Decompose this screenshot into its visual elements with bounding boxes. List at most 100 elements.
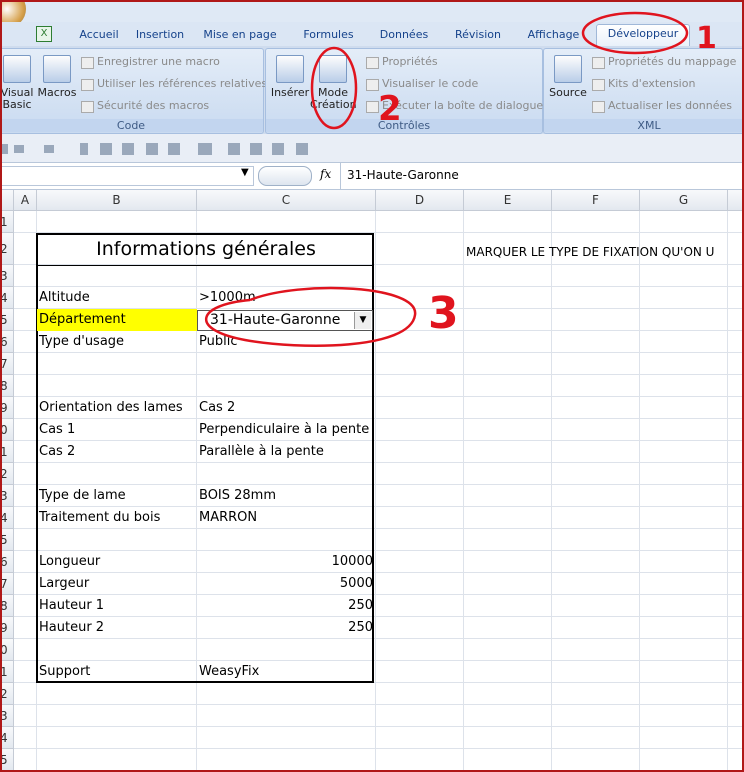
field-label[interactable]: Type de lame (39, 488, 126, 503)
field-value[interactable]: WeasyFix (199, 664, 260, 679)
field-label[interactable]: Hauteur 1 (39, 598, 105, 613)
row-header[interactable]: 1 (0, 211, 14, 233)
row-header[interactable]: 7 (0, 573, 14, 595)
row-header[interactable]: 9 (0, 397, 14, 419)
row-header[interactable]: 3 (0, 265, 14, 287)
row-header[interactable]: 4 (0, 507, 14, 529)
field-label[interactable]: Hauteur 2 (39, 620, 105, 635)
column-header[interactable] (728, 190, 744, 211)
row-header[interactable]: 0 (0, 419, 14, 441)
name-box-arrow[interactable]: ▼ (241, 167, 249, 178)
row-header[interactable]: 6 (0, 331, 14, 353)
fx-button[interactable]: fx (320, 167, 332, 181)
row-header[interactable]: 2 (0, 233, 14, 265)
field-value[interactable]: MARRON (199, 510, 258, 525)
group-label: Code (0, 119, 263, 132)
row-gridline (14, 726, 744, 727)
large-button[interactable]: Source (546, 55, 590, 99)
row-header[interactable]: 5 (0, 309, 14, 331)
row-header[interactable]: 4 (0, 727, 14, 749)
number-value[interactable]: 250 (348, 620, 373, 635)
small-button[interactable]: Actualiser les données (592, 99, 732, 113)
small-button[interactable]: Kits d'extension (592, 77, 695, 91)
field-label[interactable]: Cas 2 (39, 444, 76, 459)
ribbon-tab[interactable]: Accueil (79, 28, 119, 41)
field-label[interactable]: Type d'usage (39, 334, 125, 349)
ribbon-tab[interactable]: Développeur (596, 24, 690, 47)
column-header[interactable]: A (14, 190, 37, 211)
ribbon-tab[interactable]: Insertion (135, 28, 185, 41)
large-button[interactable]: Visual Basic (0, 55, 35, 111)
field-value[interactable]: Perpendiculaire à la pente (199, 422, 370, 437)
field-label[interactable]: Traitement du bois (39, 510, 161, 525)
field-label[interactable]: Orientation des lames (39, 400, 183, 415)
field-label[interactable]: Cas 1 (39, 422, 76, 437)
row-header[interactable]: 4 (0, 287, 14, 309)
formula-value[interactable]: 31-Haute-Garonne (347, 168, 459, 182)
number-value[interactable]: 5000 (339, 576, 373, 591)
combo-arrow[interactable]: ▼ (354, 312, 371, 329)
row-header[interactable]: 6 (0, 551, 14, 573)
column-header[interactable]: C (197, 190, 376, 211)
field-value[interactable]: Parallèle à la pente (199, 444, 324, 459)
row-header[interactable]: 7 (0, 353, 14, 375)
ribbon-group: Source Propriétés du mappage Kits d'extens… (543, 48, 744, 134)
ribbon-tab[interactable]: Mise en page (203, 28, 277, 41)
field-label[interactable]: Support (39, 664, 91, 679)
small-button[interactable]: Utiliser les références relatives (81, 77, 267, 91)
button-label[interactable]: Macros (37, 86, 77, 99)
button-label[interactable]: Mode Création (310, 86, 357, 111)
large-button[interactable]: Macros (35, 55, 79, 99)
combo-box[interactable]: 31-Haute-Garonne ▼ (197, 310, 373, 331)
small-button[interactable]: Propriétés (366, 55, 438, 69)
field-label[interactable]: Département (37, 309, 197, 331)
row-gridline (14, 638, 744, 639)
small-button[interactable]: Sécurité des macros (81, 99, 209, 113)
row-gridline (14, 572, 744, 573)
column-header[interactable]: G (640, 190, 728, 211)
row-header[interactable]: 0 (0, 639, 14, 661)
row-header[interactable]: 1 (0, 441, 14, 463)
large-button[interactable]: Mode Création (310, 55, 357, 111)
column-header[interactable]: B (37, 190, 197, 211)
toolbar-icons (2, 143, 308, 155)
sheet-note[interactable]: MARQUER LE TYPE DE FIXATION QU'ON U (466, 245, 715, 259)
column-header[interactable]: D (376, 190, 464, 211)
row-header[interactable]: 2 (0, 463, 14, 485)
field-value[interactable]: Cas 2 (199, 400, 236, 415)
field-label[interactable]: Longueur (39, 554, 101, 569)
small-button[interactable]: Enregistrer une macro (81, 55, 220, 69)
field-label[interactable]: Altitude (39, 290, 90, 305)
row-header[interactable]: 1 (0, 661, 14, 683)
field-value[interactable]: Public (199, 334, 238, 349)
row-header[interactable]: 3 (0, 705, 14, 727)
row-header[interactable]: 9 (0, 617, 14, 639)
ribbon-tab[interactable]: Données (379, 28, 429, 41)
row-header[interactable]: 8 (0, 375, 14, 397)
button-label[interactable]: Visual Basic (0, 86, 34, 111)
row-header[interactable]: 2 (0, 683, 14, 705)
small-button[interactable]: Propriétés du mappage (592, 55, 736, 69)
ribbon-tab[interactable]: Affichage (527, 28, 580, 41)
row-header[interactable]: 8 (0, 595, 14, 617)
large-button[interactable]: Insérer (269, 55, 311, 99)
row-gridline (14, 682, 744, 683)
field-label[interactable]: Largeur (39, 576, 90, 591)
column-header[interactable]: E (464, 190, 552, 211)
row-header[interactable]: 5 (0, 529, 14, 551)
column-header[interactable]: F (552, 190, 640, 211)
ribbon-tab[interactable]: Révision (455, 28, 501, 41)
formula-scroll[interactable] (258, 166, 312, 186)
combo-value[interactable]: 31-Haute-Garonne (210, 312, 341, 328)
small-button[interactable]: Exécuter la boîte de dialogue (366, 99, 543, 113)
button-label[interactable]: Source (549, 86, 587, 99)
number-value[interactable]: 10000 (331, 554, 373, 569)
button-label[interactable]: Insérer (270, 86, 310, 99)
row-header[interactable]: 3 (0, 485, 14, 507)
number-value[interactable]: 250 (348, 598, 373, 613)
small-button[interactable]: Visualiser le code (366, 77, 478, 91)
field-value[interactable]: BOIS 28mm (199, 488, 277, 503)
ribbon-tab[interactable]: Formules (303, 28, 354, 41)
column-gridline (375, 211, 376, 772)
